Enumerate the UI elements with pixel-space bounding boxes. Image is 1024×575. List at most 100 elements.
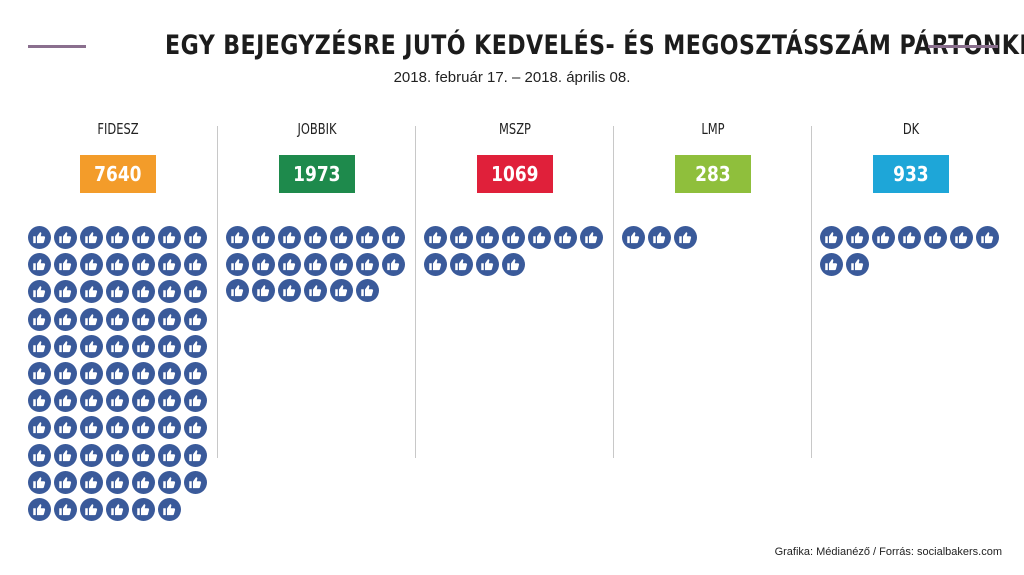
thumbs-up-icon xyxy=(28,226,51,249)
thumbs-up-icon xyxy=(476,252,499,276)
thumbs-up-icon xyxy=(158,389,181,413)
thumbs-up-icon xyxy=(356,279,379,302)
thumbs-up-icon xyxy=(132,498,155,521)
thumbs-up-icon xyxy=(252,252,275,276)
thumbs-up-icon xyxy=(226,279,249,302)
thumbs-up-icon xyxy=(184,443,207,467)
thumbs-up-icon xyxy=(184,389,207,413)
thumbs-up-icon xyxy=(158,253,181,277)
chart-subtitle: 2018. február 17. – 2018. április 08. xyxy=(393,69,631,86)
thumbs-up-icon xyxy=(528,226,551,249)
title-rule-right xyxy=(928,45,998,48)
thumbs-up-icon xyxy=(106,443,129,467)
thumbs-up-icon xyxy=(106,498,129,521)
thumbs-up-icon xyxy=(554,226,577,249)
thumbs-up-icon xyxy=(846,226,869,249)
thumbs-up-icon xyxy=(28,389,51,413)
category-label: MSZP xyxy=(499,120,531,138)
thumbs-up-icon xyxy=(330,279,353,302)
column-divider xyxy=(613,126,614,458)
thumbs-up-icon xyxy=(382,226,405,249)
value-label: 1069 xyxy=(477,155,553,193)
value-label: 1973 xyxy=(279,155,355,193)
thumbs-up-icon xyxy=(106,334,129,358)
value-label: 7640 xyxy=(80,155,156,193)
value-label-text: 283 xyxy=(695,162,731,186)
thumbs-up-icon xyxy=(158,226,181,249)
thumbs-up-icon xyxy=(158,280,181,304)
thumbs-up-icon xyxy=(106,307,129,331)
value-label-text: 933 xyxy=(893,162,929,186)
thumbs-up-icon xyxy=(28,307,51,331)
thumbs-up-icon xyxy=(226,252,249,276)
thumbs-up-icon xyxy=(184,334,207,358)
thumbs-up-icon xyxy=(106,416,129,440)
column-divider xyxy=(415,126,416,458)
thumbs-up-icon xyxy=(80,334,103,358)
thumbs-up-icon xyxy=(54,470,77,494)
thumbs-up-icon xyxy=(330,226,353,249)
thumbs-up-icon xyxy=(28,443,51,467)
thumbs-up-icon xyxy=(184,307,207,331)
thumbs-up-icon xyxy=(158,362,181,385)
thumbs-up-icon xyxy=(106,470,129,494)
value-label: 933 xyxy=(873,155,949,193)
thumbs-up-icon xyxy=(648,226,671,249)
category-label: JOBBIK xyxy=(297,120,337,138)
thumbs-up-icon xyxy=(304,279,327,302)
thumbs-up-icon xyxy=(132,443,155,467)
thumbs-up-icon xyxy=(924,226,947,249)
thumbs-up-icon xyxy=(80,443,103,467)
thumbs-up-icon xyxy=(80,416,103,440)
source-credit: Grafika: Médianéző / Forrás: socialbaker… xyxy=(774,546,1002,558)
thumbs-up-icon xyxy=(304,226,327,249)
thumbs-up-icon xyxy=(132,334,155,358)
thumbs-up-icon xyxy=(54,389,77,413)
thumbs-up-icon xyxy=(184,253,207,277)
thumbs-up-icon xyxy=(580,226,603,249)
thumbs-up-icon xyxy=(898,226,921,249)
thumbs-up-icon xyxy=(846,252,869,276)
thumbs-up-icon xyxy=(80,226,103,249)
thumbs-up-icon xyxy=(132,389,155,413)
title-row: EGY BEJEGYZÉSRE JUTÓ KEDVELÉS- ÉS MEGOSZ… xyxy=(0,28,1024,64)
thumbs-up-icon xyxy=(132,470,155,494)
thumbs-up-icon xyxy=(330,252,353,276)
thumbs-up-icon xyxy=(184,362,207,385)
thumbs-up-icon xyxy=(158,443,181,467)
thumbs-up-icon xyxy=(622,226,645,249)
chart-title: EGY BEJEGYZÉSRE JUTÓ KEDVELÉS- ÉS MEGOSZ… xyxy=(165,30,1024,61)
thumbs-up-icon xyxy=(976,226,999,249)
thumbs-up-icon xyxy=(54,253,77,277)
thumbs-up-icon xyxy=(80,362,103,385)
thumbs-up-icon xyxy=(132,253,155,277)
thumbs-up-icon xyxy=(106,389,129,413)
thumbs-up-icon xyxy=(132,226,155,249)
thumbs-up-icon xyxy=(424,226,447,249)
column-divider xyxy=(811,126,812,458)
thumbs-up-icon xyxy=(28,362,51,385)
thumbs-up-icon xyxy=(54,416,77,440)
thumbs-up-icon xyxy=(252,279,275,302)
thumbs-up-icon xyxy=(28,470,51,494)
thumbs-up-icon xyxy=(184,470,207,494)
thumbs-up-icon xyxy=(872,226,895,249)
thumbs-up-icon xyxy=(54,226,77,249)
thumbs-up-icon xyxy=(450,252,473,276)
thumbs-up-icon xyxy=(80,498,103,521)
thumbs-up-icon xyxy=(476,226,499,249)
thumbs-up-icon xyxy=(450,226,473,249)
thumbs-up-icon xyxy=(80,389,103,413)
value-label-text: 1069 xyxy=(491,162,539,186)
thumbs-up-icon xyxy=(28,498,51,521)
thumbs-up-icon xyxy=(28,253,51,277)
thumbs-up-icon xyxy=(28,334,51,358)
thumbs-up-icon xyxy=(28,280,51,304)
thumbs-up-icon xyxy=(278,226,301,249)
thumbs-up-icon xyxy=(356,252,379,276)
thumbs-up-icon xyxy=(278,252,301,276)
thumbs-up-icon xyxy=(158,416,181,440)
thumbs-up-icon xyxy=(502,252,525,276)
thumbs-up-icon xyxy=(106,280,129,304)
value-label-text: 7640 xyxy=(94,162,142,186)
